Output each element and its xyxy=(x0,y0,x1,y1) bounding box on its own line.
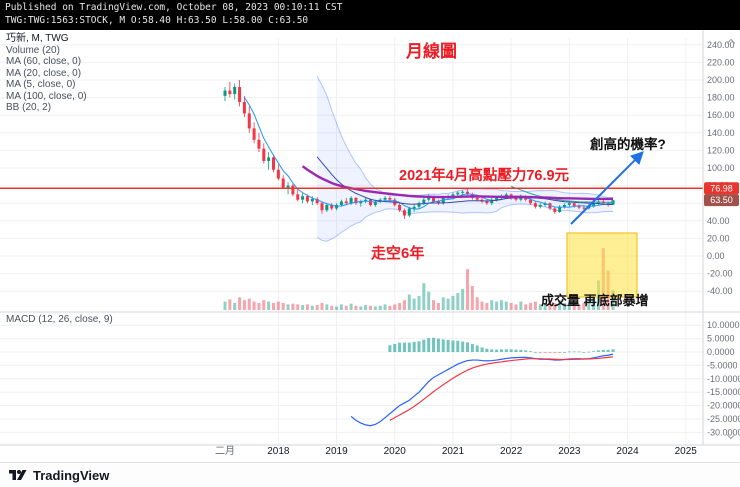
price-badges: 76.98 63.50 xyxy=(704,182,739,207)
volume-bars xyxy=(223,248,615,310)
price-tick: 220.00 xyxy=(707,57,735,67)
price-tick: 120.00 xyxy=(707,145,735,155)
scroll-up-icon[interactable] xyxy=(728,38,735,45)
time-tick: 2020 xyxy=(384,446,407,457)
macd-tick: 0.0000 xyxy=(707,347,735,357)
price-tick: -20.00 xyxy=(707,269,733,279)
macd-tick: -20.0000 xyxy=(707,401,740,411)
resistance-badge-label: 76.98 xyxy=(710,183,733,193)
macd-tick: 5.0000 xyxy=(707,334,735,344)
snapshot-header: Published on TradingView.com, October 08… xyxy=(0,0,740,30)
publish-info: Published on TradingView.com, October 08… xyxy=(5,2,343,13)
price-tick: 140.00 xyxy=(707,128,735,138)
price-tick: 200.00 xyxy=(707,75,735,85)
macd-tick: -10.0000 xyxy=(707,374,740,384)
footer-bar: TradingView xyxy=(0,462,740,487)
price-tick: 20.00 xyxy=(707,233,730,243)
price-tick: -40.00 xyxy=(707,286,733,296)
macd-pane xyxy=(350,337,615,427)
macd-tick: -25.0000 xyxy=(707,414,740,424)
chart-canvas[interactable]: 240.00 220.00 200.00 180.00 160.00 140.00 120.… xyxy=(0,30,740,462)
resistance-badge xyxy=(704,182,739,195)
time-tick: 2024 xyxy=(616,446,639,457)
symbol-ohlc-info: TWG:TWG:1563:STOCK, M O:58.40 H:63.50 L:… xyxy=(5,14,309,26)
macd-tick: -5.0000 xyxy=(707,360,738,370)
price-tick: 240.00 xyxy=(707,40,735,50)
time-tick: 2025 xyxy=(675,446,698,457)
macd-tick: 10.0000 xyxy=(707,320,740,330)
tradingview-logo-icon[interactable] xyxy=(9,467,27,483)
time-tick: 2023 xyxy=(558,446,581,457)
tradingview-brand[interactable]: TradingView xyxy=(33,467,110,483)
bollinger-band xyxy=(316,76,614,242)
price-tick: 40.00 xyxy=(707,216,730,226)
last-price-badge xyxy=(704,194,739,207)
last-price-badge-label: 63.50 xyxy=(710,195,733,205)
time-tick: 2021 xyxy=(442,446,465,457)
macd-tick: -30.0000 xyxy=(707,427,740,437)
price-tick: 180.00 xyxy=(707,93,735,103)
price-tick: 100.00 xyxy=(707,163,735,173)
trend-arrow xyxy=(570,151,644,225)
time-tick: 2019 xyxy=(325,446,348,457)
time-tick: 2018 xyxy=(267,446,290,457)
price-tick: 160.00 xyxy=(707,110,735,120)
time-tick: 二月 xyxy=(215,445,235,457)
highlight-box xyxy=(566,232,638,298)
price-tick: 0.00 xyxy=(707,251,725,261)
macd-tick: -15.0000 xyxy=(707,387,740,397)
time-tick: 2022 xyxy=(500,446,523,457)
scroll-down-icon[interactable] xyxy=(728,433,735,440)
